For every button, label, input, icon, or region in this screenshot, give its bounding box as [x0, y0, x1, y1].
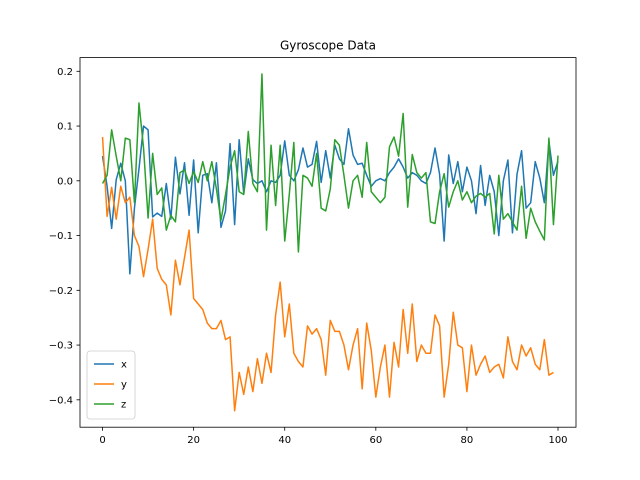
series-line-y	[101, 136, 554, 412]
chart-title: Gyroscope Data	[280, 39, 376, 53]
x-tick-label: 40	[278, 435, 291, 446]
legend-label-z: z	[121, 400, 126, 411]
x-tick-label: 0	[99, 435, 105, 446]
legend-box	[86, 350, 136, 420]
x-tick-label: 20	[187, 435, 200, 446]
legend-label-y: y	[121, 380, 127, 391]
y-tick-label: 0.1	[57, 122, 73, 133]
y-tick-label: −0.2	[49, 286, 73, 297]
x-tick-label: 60	[369, 435, 382, 446]
legend-label-x: x	[121, 360, 127, 371]
y-axis: −0.4 −0.3 −0.2 −0.1 0.0 0.1 0.2	[49, 67, 80, 406]
series-layer	[101, 73, 559, 412]
plot-frame	[79, 57, 577, 428]
y-tick-label: 0.2	[57, 67, 73, 78]
legend: xyz	[86, 350, 136, 420]
series-line-z	[101, 73, 559, 253]
y-tick-label: −0.1	[49, 231, 73, 242]
y-tick-label: 0.0	[57, 176, 73, 187]
y-tick-label: −0.4	[49, 395, 73, 406]
x-tick-label: 80	[461, 435, 474, 446]
x-tick-label: 100	[548, 435, 567, 446]
x-axis: 0 20 40 60 80 100	[99, 427, 568, 446]
y-tick-label: −0.3	[49, 341, 73, 352]
